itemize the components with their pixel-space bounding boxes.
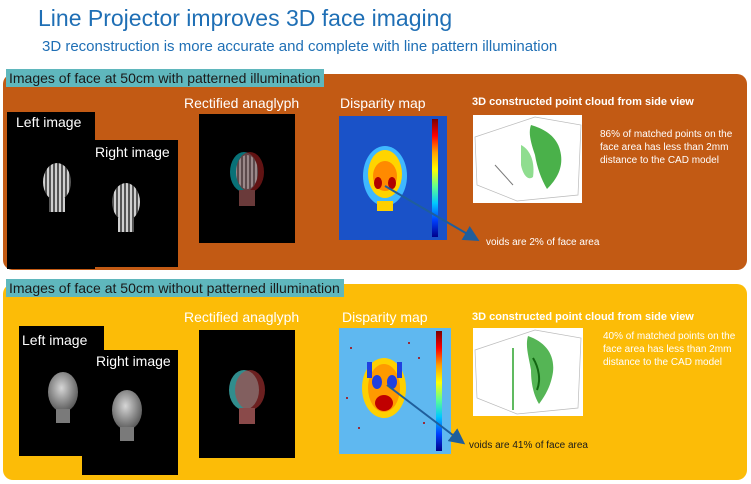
face-icon xyxy=(43,163,71,212)
accuracy-stat: 40% of matched points on the face area h… xyxy=(603,331,736,368)
patterned-panel-label: Images of face at 50cm with patterned il… xyxy=(6,69,325,87)
slide-subtitle: 3D reconstruction is more accurate and c… xyxy=(42,38,558,55)
face-icon xyxy=(112,183,140,232)
face-icon xyxy=(229,370,265,424)
anaglyph-image-patterned xyxy=(199,114,295,243)
right-image-patterned xyxy=(82,140,178,267)
face-icon xyxy=(112,390,142,441)
right-image-no-pattern xyxy=(82,350,178,475)
face-icon xyxy=(230,152,264,206)
disparity-map-no-pattern xyxy=(339,328,451,454)
disparity-map-image xyxy=(346,342,425,429)
voids-stat: voids are 41% of face area xyxy=(469,440,588,451)
disparity-label: Disparity map xyxy=(342,309,428,325)
pointcloud-no-pattern xyxy=(473,328,583,416)
colorbar xyxy=(436,331,442,451)
accuracy-stat: 86% of matched points on the face area h… xyxy=(600,129,733,166)
pointcloud-label: 3D constructed point cloud from side vie… xyxy=(472,96,694,108)
disparity-map-image xyxy=(363,146,407,211)
disparity-label: Disparity map xyxy=(340,95,426,111)
right-image-label: Right image xyxy=(95,144,170,160)
anaglyph-label: Rectified anaglyph xyxy=(184,309,300,325)
pointcloud-image xyxy=(474,329,582,415)
anaglyph-label: Rectified anaglyph xyxy=(184,95,300,111)
left-image-patterned xyxy=(7,112,95,269)
slide-title: Line Projector improves 3D face imaging xyxy=(38,5,453,31)
right-image-label: Right image xyxy=(96,353,171,369)
left-image-label: Left image xyxy=(22,332,88,348)
colorbar xyxy=(432,119,438,237)
pointcloud-label: 3D constructed point cloud from side vie… xyxy=(472,311,694,323)
no-pattern-panel-label: Images of face at 50cm without patterned… xyxy=(6,279,344,297)
pointcloud-patterned xyxy=(473,115,582,203)
pointcloud-image xyxy=(474,116,582,202)
voids-stat: voids are 2% of face area xyxy=(486,237,600,248)
disparity-map-patterned xyxy=(339,116,447,240)
face-icon xyxy=(48,372,78,423)
left-image-label: Left image xyxy=(16,114,82,130)
anaglyph-image-no-pattern xyxy=(199,330,295,458)
